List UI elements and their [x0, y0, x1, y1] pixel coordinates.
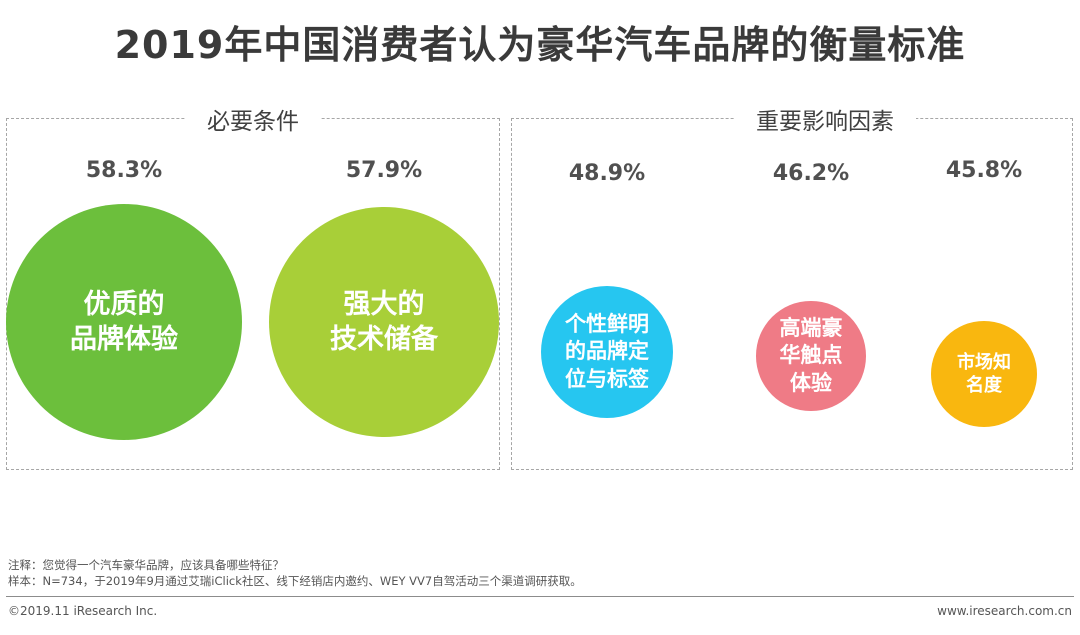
bubble-3: 个性鲜明 的品牌定 位与标签	[540, 285, 674, 419]
bubble-2: 强大的 技术储备	[268, 206, 500, 438]
bubble-5: 市场知 名度	[930, 320, 1038, 428]
bubble-label: 优质的 品牌体验	[70, 288, 178, 355]
bubble-label: 高端豪 华触点 体验	[779, 316, 843, 395]
group-label-required: 必要条件	[185, 102, 321, 136]
bubble-value-label: 48.9%	[568, 161, 646, 186]
bubble-value-label: 57.9%	[345, 158, 423, 183]
bubble-label: 市场知 名度	[956, 351, 1011, 396]
bubble-value-label: 46.2%	[772, 161, 850, 186]
group-box-influencing: 重要影响因素	[511, 102, 1073, 470]
bubble-value-label: 58.3%	[85, 158, 163, 183]
bubble-value-label: 45.8%	[945, 158, 1023, 183]
footer-divider	[6, 596, 1074, 597]
footer-copyright: ©2019.11 iResearch Inc.	[8, 604, 158, 618]
note-question: 注释：您觉得一个汽车豪华品牌，应该具备哪些特征？	[8, 558, 284, 572]
bubble-4: 高端豪 华触点 体验	[756, 301, 866, 411]
group-box-required: 必要条件	[6, 102, 500, 470]
footer-website: www.iresearch.com.cn	[937, 604, 1072, 618]
note-sample: 样本：N=734，于2019年9月通过艾瑞iClick社区、线下经销店内邀约、W…	[8, 574, 582, 588]
chart-title: 2019年中国消费者认为豪华汽车品牌的衡量标准	[114, 23, 966, 67]
bubble-label: 强大的 技术储备	[329, 288, 438, 355]
group-label-influencing: 重要影响因素	[734, 102, 916, 136]
chart-notes: 注释：您觉得一个汽车豪华品牌，应该具备哪些特征？ 样本：N=734，于2019年…	[8, 557, 582, 589]
bubble-label: 个性鲜明 的品牌定 位与标签	[564, 312, 649, 391]
bubble-1: 优质的 品牌体验	[6, 204, 242, 440]
